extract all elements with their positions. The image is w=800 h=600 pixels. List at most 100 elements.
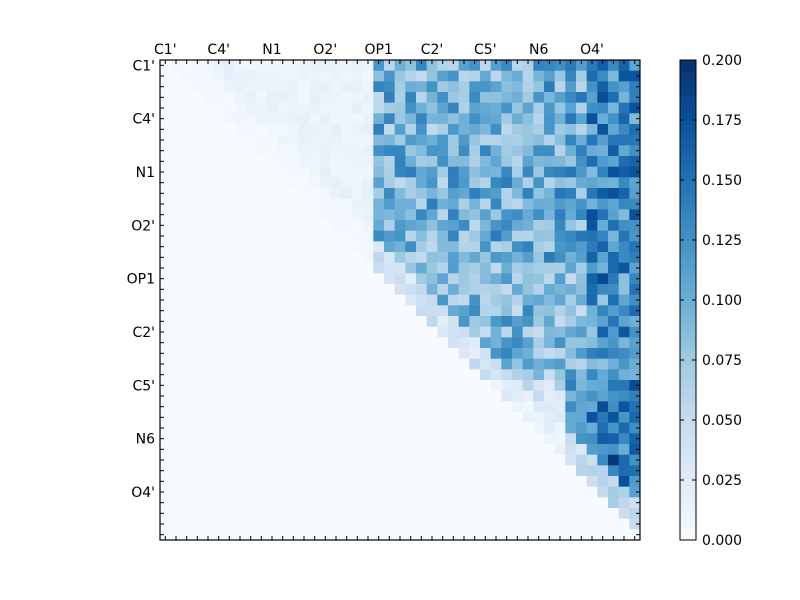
heatmap-cell [288,113,300,125]
heatmap-cell [576,422,588,434]
heatmap-cell [458,92,470,104]
heatmap-cell [288,486,300,498]
heatmap-cell [405,465,417,477]
heatmap-cell [480,380,492,392]
heatmap-cell [224,518,236,530]
heatmap-cell [266,465,278,477]
heatmap-cell [256,60,268,72]
heatmap-cell [629,113,641,125]
heatmap-cell [362,230,374,242]
heatmap-cell [362,220,374,232]
heatmap-cell [213,252,225,264]
heatmap-cell [618,390,630,402]
heatmap-cell [234,81,246,93]
heatmap-cell [341,124,353,136]
heatmap-cell [192,529,204,541]
heatmap-cell [266,81,278,93]
heatmap-cell [597,92,609,104]
heatmap-cell [565,188,577,200]
heatmap-cell [458,156,470,168]
heatmap-cell [373,241,385,253]
heatmap-cell [160,369,172,381]
heatmap-cell [405,156,417,168]
heatmap-cell [288,156,300,168]
heatmap-cell [437,230,449,242]
heatmap-cell [266,209,278,221]
heatmap-cell [160,284,172,296]
heatmap-cell [202,70,214,82]
heatmap-cell [608,252,620,264]
heatmap-cell [554,209,566,221]
heatmap-cell [362,390,374,402]
heatmap-cell [256,102,268,114]
heatmap-cell [416,102,428,114]
heatmap-cell [192,262,204,274]
x-tick-label: N1 [262,42,281,58]
heatmap-cell [480,422,492,434]
heatmap-cell [512,124,524,136]
heatmap-cell [373,156,385,168]
heatmap-cell [480,401,492,413]
heatmap-cell [256,390,268,402]
heatmap-cell [629,401,641,413]
heatmap-cell [224,380,236,392]
heatmap-cell [384,188,396,200]
heatmap-cell [522,337,534,349]
heatmap-cell [405,422,417,434]
heatmap-cell [352,262,364,274]
heatmap-cell [256,497,268,509]
heatmap-cell [352,390,364,402]
heatmap-cell [160,134,172,146]
heatmap-cell [597,156,609,168]
heatmap-cell [522,401,534,413]
heatmap-cell [341,70,353,82]
heatmap-cell [266,369,278,381]
heatmap-cell [341,369,353,381]
heatmap-cell [288,145,300,157]
heatmap-cell [629,390,641,402]
heatmap-cell [309,198,321,210]
heatmap-cell [288,294,300,306]
heatmap-cell [394,518,406,530]
heatmap-cell [266,241,278,253]
x-tick-label: O4' [580,42,604,58]
heatmap-cell [160,294,172,306]
heatmap-cell [586,166,598,178]
heatmap-cell [373,422,385,434]
heatmap-cell [384,166,396,178]
heatmap-cell [544,508,556,520]
heatmap-cell [362,284,374,296]
heatmap-cell [469,497,481,509]
heatmap-cell [490,486,502,498]
heatmap-cell [288,337,300,349]
heatmap-cell [320,198,332,210]
heatmap-cell [501,230,513,242]
heatmap-cell [448,305,460,317]
heatmap-cell [618,81,630,93]
heatmap-cell [458,465,470,477]
heatmap-cell [490,60,502,72]
heatmap-cell [554,412,566,424]
heatmap-cell [352,412,364,424]
heatmap-cell [448,70,460,82]
heatmap-cell [416,486,428,498]
heatmap-cell [362,294,374,306]
heatmap-cell [437,252,449,264]
heatmap-cell [352,209,364,221]
heatmap-cell [256,124,268,136]
heatmap-cell [512,81,524,93]
heatmap-cell [298,70,310,82]
heatmap-cell [245,230,257,242]
heatmap-cell [448,337,460,349]
heatmap-cell [213,241,225,253]
heatmap-cell [512,198,524,210]
heatmap-cell [426,60,438,72]
heatmap-cell [618,241,630,253]
heatmap-cell [490,124,502,136]
heatmap-cell [352,70,364,82]
heatmap-cell [501,326,513,338]
heatmap-cell [608,60,620,72]
heatmap-cell [245,401,257,413]
heatmap-cell [309,497,321,509]
heatmap-cell [458,188,470,200]
